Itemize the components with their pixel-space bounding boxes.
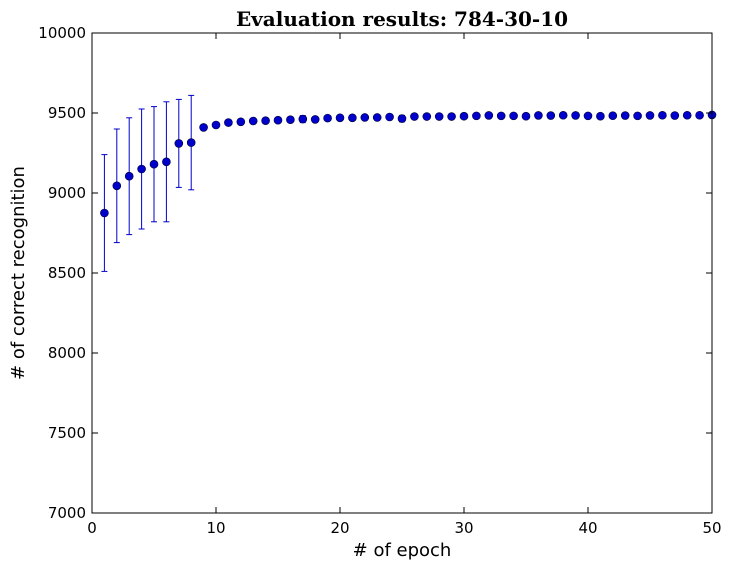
data-point [645, 111, 655, 120]
data-point [199, 123, 208, 132]
data-point [174, 139, 184, 148]
data-point [546, 111, 556, 120]
x-tick-label: 30 [454, 519, 473, 537]
data-point [211, 120, 221, 130]
data-point [286, 115, 295, 125]
data-point [248, 116, 258, 126]
y-tick-label: 8500 [48, 264, 86, 282]
data-point [224, 118, 233, 127]
y-tick-label: 7500 [48, 424, 86, 442]
data-point [534, 111, 543, 120]
data-point [472, 111, 481, 121]
y-tick-label: 10000 [38, 24, 86, 42]
data-point [596, 111, 605, 121]
data-point [496, 111, 506, 121]
y-tick-label: 7000 [48, 504, 86, 522]
data-point [335, 113, 345, 123]
data-point [670, 111, 680, 120]
data-point [149, 159, 159, 169]
data-point [310, 115, 320, 124]
data-point [273, 115, 283, 125]
x-axis-label: # of epoch [353, 540, 452, 561]
data-point [410, 112, 419, 121]
y-tick-label: 9500 [48, 104, 86, 122]
data-point [695, 110, 704, 120]
data-point [459, 111, 469, 121]
x-tick-label: 50 [702, 519, 721, 537]
data-point [112, 181, 122, 191]
y-tick-label: 8000 [48, 344, 86, 362]
data-point [100, 208, 109, 218]
data-point [658, 110, 667, 120]
data-point [162, 157, 171, 167]
data-point [124, 171, 134, 181]
data-point [509, 111, 518, 121]
data-point [620, 111, 630, 120]
data-point [397, 114, 407, 123]
data-point [558, 110, 568, 120]
x-tick-label: 40 [578, 519, 597, 537]
data-point [323, 113, 332, 123]
data-point [372, 113, 382, 122]
data-point [447, 112, 456, 121]
x-tick-label: 10 [206, 519, 225, 537]
data-point [434, 112, 444, 121]
y-axis-label: # of correct recognition [8, 166, 29, 380]
data-point [385, 112, 394, 122]
x-tick-label: 20 [330, 519, 349, 537]
data-point [422, 112, 432, 121]
data-point [137, 164, 146, 174]
y-tick-label: 9000 [48, 184, 86, 202]
data-point [261, 116, 270, 125]
data-point [583, 111, 593, 121]
data-point [186, 138, 196, 147]
data-point [571, 111, 580, 120]
data-point [682, 110, 692, 120]
data-point [633, 111, 642, 121]
data-point [236, 117, 246, 127]
data-point [521, 111, 531, 121]
plot-area [100, 94, 717, 272]
data-point [608, 111, 618, 121]
data-point [348, 113, 357, 123]
data-point [360, 113, 370, 122]
plot-frame [91, 32, 713, 514]
axis-ticks: 0 10 20 30 40 50 7000 7500 8000 8500 9000 9500 10000 [38, 24, 721, 537]
x-tick-label: 0 [87, 519, 97, 537]
data-point [298, 114, 308, 124]
data-point [484, 111, 494, 120]
chart-title: Evaluation results: 784-30-10 [236, 7, 568, 31]
